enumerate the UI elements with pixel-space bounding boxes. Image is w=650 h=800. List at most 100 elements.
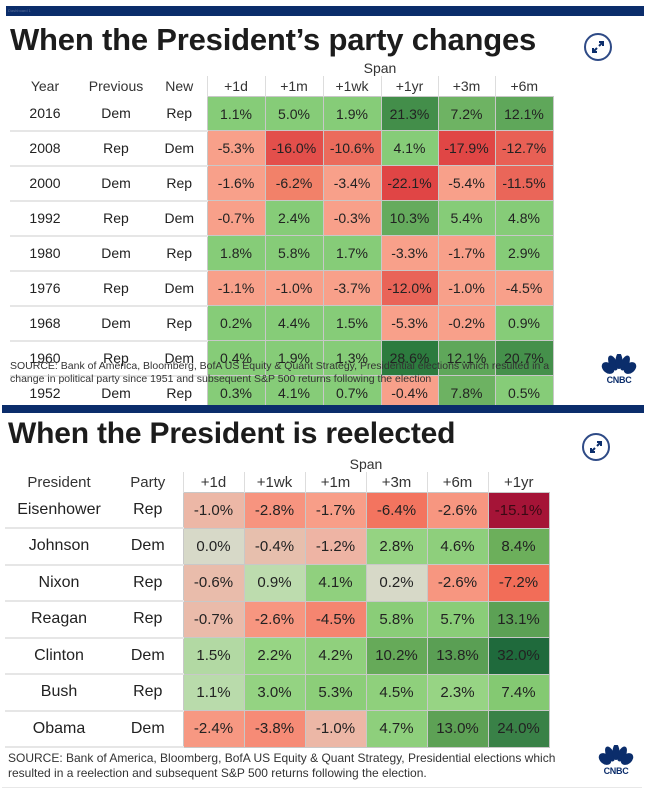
cnbc-logo: CNBC	[600, 354, 638, 385]
cnbc-peacock-icon	[598, 745, 634, 765]
row-label: Reagan	[5, 601, 113, 639]
row-label: 1976	[10, 270, 80, 307]
table-row: 2016 Dem Rep 1.1% 5.0% 1.9% 21.3% 7.2% 12.1%	[10, 96, 554, 132]
table-row: Reagan Rep -0.7% -2.6% -4.5% 5.8% 5.7% 13.1%	[5, 600, 550, 639]
column-header-span: +3m	[437, 76, 495, 97]
row-label: Rep	[113, 492, 183, 529]
row-label: Rep	[152, 235, 207, 272]
return-cell: -1.0%	[437, 270, 496, 306]
row-label: Dem	[113, 710, 183, 748]
column-header-span: +1d	[206, 76, 265, 97]
return-cell: -4.5%	[494, 270, 554, 306]
return-cell: 7.4%	[487, 673, 550, 711]
span-label: Span	[349, 456, 383, 472]
table-row: Johnson Dem 0.0% -0.4% -1.2% 2.8% 4.6% 8.4%	[5, 527, 550, 566]
return-cell: -1.6%	[206, 165, 266, 201]
row-label: Rep	[113, 601, 183, 639]
return-cell: 5.3%	[304, 673, 367, 711]
return-cell: 8.4%	[487, 527, 550, 565]
return-cell: -0.7%	[206, 200, 266, 236]
return-cell: 0.5%	[494, 375, 554, 411]
return-cell: 2.9%	[494, 235, 554, 271]
return-cell: 32.0%	[487, 637, 550, 675]
return-cell: 3.0%	[243, 673, 306, 711]
row-label: Rep	[80, 200, 152, 237]
return-cell: -6.2%	[264, 165, 324, 201]
expand-icon	[592, 41, 604, 53]
return-cell: -1.0%	[304, 710, 367, 748]
return-cell: 0.2%	[206, 305, 266, 341]
return-cell: -3.8%	[243, 710, 306, 748]
row-label: Dem	[113, 528, 183, 566]
return-cell: -1.7%	[304, 492, 367, 529]
table-row: Nixon Rep -0.6% 0.9% 4.1% 0.2% -2.6% -7.2%	[5, 564, 550, 602]
expand-button-2[interactable]	[582, 433, 610, 461]
top-bar-label: Dashboard 1	[8, 8, 31, 13]
table-row: Eisenhower Rep -1.0% -2.8% -1.7% -6.4% -2.6% -1…	[5, 492, 550, 529]
logo-text: CNBC	[603, 766, 629, 776]
return-cell: 1.9%	[322, 96, 382, 131]
table1-title: When the President’s party changes	[10, 22, 537, 57]
return-cell: 5.4%	[437, 200, 496, 236]
row-label: Clinton	[5, 637, 113, 675]
return-cell: -10.6%	[322, 130, 382, 166]
row-label: Rep	[152, 165, 207, 202]
return-cell: 0.4%	[206, 340, 266, 376]
column-header-span: +1yr	[487, 472, 549, 493]
expand-icon	[590, 441, 602, 453]
return-cell: -3.3%	[380, 235, 439, 271]
column-header-label: Party	[130, 473, 166, 491]
return-cell: 4.7%	[365, 710, 428, 748]
return-cell: -1.1%	[206, 270, 266, 306]
bottom-divider	[2, 787, 642, 788]
return-cell: -1.2%	[304, 527, 367, 565]
return-cell: 4.5%	[365, 673, 428, 711]
return-cell: 1.9%	[264, 340, 324, 376]
section-divider	[2, 405, 644, 413]
expand-button-1[interactable]	[584, 33, 612, 61]
return-cell: 4.6%	[426, 527, 489, 565]
return-cell: 2.8%	[365, 527, 428, 565]
row-label: Dem	[80, 96, 152, 132]
table2-title: When the President is reelected	[8, 417, 456, 450]
return-cell: 2.3%	[426, 673, 489, 711]
return-cell: 1.5%	[322, 305, 382, 341]
top-bar: Dashboard 1	[6, 6, 644, 16]
party-change-table: Span Year Previous New +1d +1m +1wk +1yr +3m +6m…	[10, 60, 554, 412]
return-cell: -0.6%	[182, 564, 245, 602]
return-cell: -2.8%	[243, 492, 306, 529]
row-label: Dem	[152, 270, 207, 307]
table-row: Obama Dem -2.4% -3.8% -1.0% 4.7% 13.0% 24.0%	[5, 710, 550, 748]
return-cell: 13.0%	[426, 710, 489, 748]
return-cell: 5.8%	[264, 235, 324, 271]
return-cell: 0.0%	[182, 527, 245, 565]
column-header-label: Year	[30, 78, 60, 95]
column-header-span: +1m	[264, 76, 323, 97]
return-cell: 4.1%	[380, 130, 439, 166]
return-cell: 12.1%	[437, 340, 496, 376]
return-cell: 13.1%	[487, 600, 550, 638]
span-label: Span	[363, 60, 397, 76]
column-header-span: +1d	[182, 472, 244, 493]
return-cell: 1.5%	[182, 637, 245, 675]
table-row: 1980 Dem Rep 1.8% 5.8% 1.7% -3.3% -1.7% 2.9%	[10, 235, 554, 272]
row-label: Rep	[80, 340, 152, 377]
return-cell: 4.4%	[264, 305, 324, 341]
return-cell: -1.0%	[182, 492, 245, 529]
return-cell: 7.2%	[437, 96, 496, 131]
row-label: Dem	[80, 305, 152, 342]
column-header-span: +1m	[304, 472, 366, 493]
row-label: Dem	[80, 235, 152, 272]
row-label: 2000	[10, 165, 80, 202]
table-row: 1976 Rep Dem -1.1% -1.0% -3.7% -12.0% -1.0% -4.5…	[10, 270, 554, 307]
column-header-label: Previous	[88, 78, 144, 95]
return-cell: 24.0%	[487, 710, 550, 748]
return-cell: 5.7%	[426, 600, 489, 638]
row-label: Rep	[80, 130, 152, 167]
column-header-label: New	[165, 78, 194, 95]
return-cell: 0.9%	[494, 305, 554, 341]
column-header-span: +6m	[426, 472, 488, 493]
table1-source: SOURCE: Bank of America, Bloomberg, BofA…	[10, 360, 550, 385]
return-cell: 0.2%	[365, 564, 428, 602]
reelected-table: Span President Party +1d +1wk +1m +3m +6m +1yr …	[5, 456, 550, 748]
